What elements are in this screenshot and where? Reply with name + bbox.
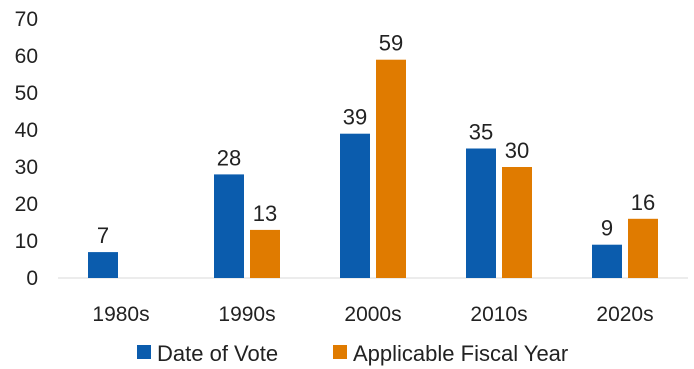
bar-applicable-fiscal-year-1990s bbox=[250, 229, 280, 278]
data-labels: 7 28 13 39 59 35 30 9 16 bbox=[97, 31, 655, 248]
data-label: 28 bbox=[217, 145, 241, 170]
bar-date-of-vote-2020s bbox=[592, 244, 622, 278]
category-label: 2000s bbox=[344, 303, 401, 326]
y-tick-label: 60 bbox=[15, 45, 38, 68]
data-label: 39 bbox=[343, 105, 367, 130]
category-label: 2010s bbox=[470, 303, 527, 326]
y-tick-label: 10 bbox=[15, 230, 38, 253]
bar-date-of-vote-1990s bbox=[214, 174, 244, 278]
legend-label: Date of Vote bbox=[157, 341, 278, 366]
bar-date-of-vote-2000s bbox=[340, 133, 370, 278]
y-axis: 0 10 20 30 40 50 60 70 bbox=[15, 8, 38, 290]
y-tick-label: 70 bbox=[15, 8, 38, 31]
y-tick-label: 50 bbox=[15, 82, 38, 105]
data-label: 59 bbox=[379, 31, 403, 56]
bars bbox=[88, 59, 658, 279]
data-label: 16 bbox=[631, 190, 655, 215]
category-label: 1980s bbox=[92, 303, 149, 326]
data-label: 7 bbox=[97, 223, 109, 248]
y-tick-label: 30 bbox=[15, 156, 38, 179]
bar-date-of-vote-2010s bbox=[466, 148, 496, 278]
y-tick-label: 40 bbox=[15, 119, 38, 142]
bar-applicable-fiscal-year-2000s bbox=[376, 59, 406, 279]
data-label: 9 bbox=[601, 216, 613, 241]
data-label: 35 bbox=[469, 120, 493, 145]
legend-swatch bbox=[333, 345, 347, 359]
data-label: 30 bbox=[505, 138, 529, 163]
bar-date-of-vote-1980s bbox=[88, 252, 118, 278]
category-label: 2020s bbox=[596, 303, 653, 326]
data-label: 13 bbox=[253, 201, 277, 226]
bar-applicable-fiscal-year-2010s bbox=[502, 167, 532, 278]
y-tick-label: 0 bbox=[26, 267, 38, 290]
bar-applicable-fiscal-year-2020s bbox=[628, 218, 658, 278]
legend-label: Applicable Fiscal Year bbox=[353, 341, 568, 366]
category-label: 1990s bbox=[218, 303, 275, 326]
legend-swatch bbox=[137, 345, 151, 359]
y-tick-label: 20 bbox=[15, 193, 38, 216]
legend: Date of Vote Applicable Fiscal Year bbox=[137, 341, 568, 366]
category-labels: 1980s 1990s 2000s 2010s 2020s bbox=[92, 303, 653, 326]
